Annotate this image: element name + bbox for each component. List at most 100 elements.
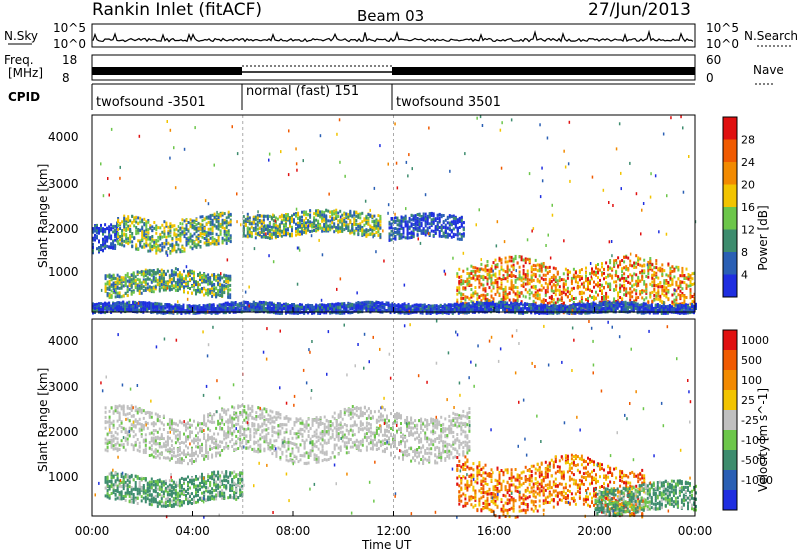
- heatmap-cell: [341, 213, 344, 217]
- heatmap-cell: [325, 225, 328, 229]
- heatmap-cell: [238, 308, 241, 312]
- heatmap-cell: [147, 228, 150, 232]
- heatmap-cell: [201, 229, 204, 233]
- heatmap-cell: [534, 287, 537, 291]
- heatmap-cell: [653, 280, 656, 284]
- heatmap-cell: [96, 235, 98, 239]
- heatmap-cell: [669, 269, 672, 273]
- heatmap-cell: [653, 293, 656, 297]
- heatmap-cell: [438, 232, 441, 236]
- heatmap-cell: [114, 235, 117, 238]
- heatmap-cell: [176, 289, 179, 292]
- heatmap-cell: [484, 289, 487, 293]
- heatmap-cell: [270, 225, 273, 229]
- heatmap-cell: [145, 233, 148, 237]
- heatmap-cell: [396, 216, 399, 220]
- heatmap-cell: [647, 275, 650, 279]
- heatmap-cell: [486, 293, 489, 296]
- heatmap-cell: [227, 210, 230, 214]
- heatmap-cell: [127, 227, 130, 231]
- heatmap-cell: [144, 272, 147, 275]
- heatmap-cell: [260, 221, 263, 225]
- heatmap-cell: [580, 300, 583, 303]
- heatmap-cell: [102, 302, 104, 306]
- heatmap-cell: [114, 288, 117, 292]
- heatmap-cell: [558, 279, 561, 283]
- heatmap-cell: [609, 266, 612, 270]
- heatmap-cell: [289, 311, 291, 315]
- heatmap-cell: [456, 292, 459, 296]
- heatmap-cell: [611, 274, 614, 278]
- heatmap-cell: [158, 309, 161, 313]
- heatmap-cell: [154, 279, 157, 283]
- heatmap-cell: [621, 270, 624, 274]
- heatmap-cell: [178, 276, 181, 280]
- heatmap-cell: [125, 235, 128, 239]
- heatmap-cell: [484, 287, 487, 291]
- heatmap-cell: [219, 294, 222, 297]
- heatmap-cell: [476, 299, 479, 303]
- heatmap-cell: [198, 306, 201, 310]
- heatmap-cell: [341, 219, 344, 223]
- heatmap-cell: [149, 226, 152, 230]
- heatmap-cell: [450, 229, 453, 233]
- heatmap-cell: [420, 231, 423, 235]
- heatmap-cell: [211, 294, 214, 298]
- heatmap-cell: [180, 305, 183, 309]
- heatmap-cell: [104, 244, 107, 248]
- heatmap-cell: [188, 304, 191, 308]
- heatmap-cell: [98, 240, 100, 244]
- heatmap-cell: [319, 226, 322, 230]
- heatmap-cell: [268, 232, 271, 236]
- heatmap-cell: [629, 273, 632, 277]
- heatmap-cell: [256, 220, 259, 224]
- heatmap-cell: [177, 233, 180, 237]
- heatmap-cell: [325, 208, 328, 212]
- heatmap-cell: [657, 294, 660, 298]
- heatmap-cell: [536, 291, 539, 295]
- freq-unit-label: [MHz]: [8, 66, 43, 80]
- heatmap-cell: [108, 225, 111, 229]
- heatmap-cell: [621, 276, 624, 280]
- heatmap-cell: [142, 274, 145, 278]
- heatmap-cell: [607, 265, 610, 269]
- heatmap-cell: [289, 234, 291, 238]
- heatmap-cell: [153, 240, 156, 244]
- heatmap-cell: [440, 229, 443, 232]
- heatmap-cell: [297, 308, 299, 312]
- heatmap-cell: [345, 220, 348, 224]
- heatmap-cell: [126, 288, 129, 292]
- nsky-tick-top: 10^5: [53, 21, 86, 35]
- heatmap-cell: [410, 232, 413, 236]
- heatmap-cell: [119, 242, 122, 246]
- heatmap-cell: [158, 289, 161, 293]
- heatmap-cell: [114, 224, 117, 228]
- heatmap-cell: [325, 229, 328, 233]
- heatmap-cell: [219, 224, 222, 228]
- heatmap-cell: [144, 280, 147, 284]
- heatmap-cell: [260, 230, 263, 234]
- heatmap-cell: [211, 218, 214, 222]
- heatmap-cell: [208, 306, 211, 310]
- heatmap-cell: [246, 212, 249, 216]
- heatmap-cell: [438, 213, 441, 217]
- heatmap-cell: [653, 298, 656, 302]
- heatmap-cell: [663, 285, 666, 289]
- heatmap-cell: [542, 298, 545, 302]
- heatmap-cell: [118, 278, 121, 282]
- heatmap-cell: [252, 227, 255, 230]
- heatmap-cell: [335, 211, 338, 215]
- heatmap-cell: [146, 304, 149, 308]
- heatmap-cell: [494, 274, 497, 278]
- heatmap-cell: [163, 232, 166, 236]
- heatmap-cell: [212, 303, 215, 307]
- heatmap-cell: [164, 285, 167, 289]
- heatmap-cell: [160, 311, 163, 315]
- heatmap-cell: [197, 273, 199, 276]
- heatmap-cell: [337, 305, 340, 309]
- heatmap-cell: [319, 223, 322, 226]
- heatmap-cell: [207, 231, 210, 235]
- heatmap-cell: [520, 276, 523, 280]
- heatmap-cell: [106, 292, 109, 296]
- heatmap-cell: [406, 225, 409, 229]
